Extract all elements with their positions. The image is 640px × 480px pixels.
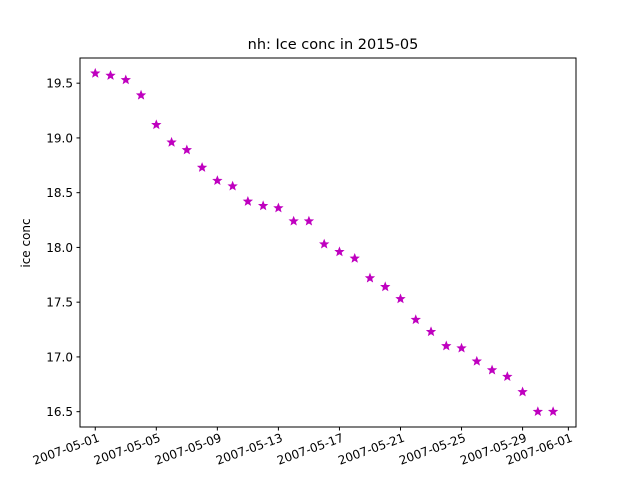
data-point — [288, 215, 299, 226]
data-point — [364, 272, 376, 283]
chart-title: nh: Ice conc in 2015-05 — [248, 37, 419, 53]
data-point — [135, 89, 147, 100]
y-tick-label: 19.5 — [46, 77, 73, 91]
x-tick-label: 2007-05-25 — [397, 431, 467, 468]
data-point — [181, 144, 192, 155]
data-point — [410, 314, 421, 325]
x-tick-label: 2007-05-17 — [275, 431, 345, 468]
data-point — [395, 293, 406, 304]
data-point — [257, 200, 269, 211]
data-point — [425, 326, 437, 337]
data-point — [486, 364, 498, 375]
data-point — [349, 252, 360, 263]
x-axis-ticks: 2007-05-012007-05-052007-05-092007-05-13… — [31, 427, 574, 468]
x-tick-label: 2007-05-09 — [153, 431, 223, 468]
data-point — [242, 196, 254, 206]
x-tick-label: 2007-05-13 — [214, 431, 284, 468]
data-point — [273, 202, 284, 213]
data-point — [227, 180, 238, 191]
data-point — [120, 74, 131, 85]
y-axis-ticks: 16.5 17.0 17.5 18.0 18.5 19.0 19.5 — [46, 77, 80, 419]
y-tick-label: 16.5 — [46, 405, 73, 419]
data-point — [166, 136, 177, 147]
y-tick-label: 19.0 — [46, 131, 73, 145]
data-points — [90, 67, 559, 417]
data-point — [471, 355, 482, 366]
y-tick-label: 17.5 — [46, 296, 73, 310]
data-point — [441, 340, 452, 351]
x-tick-label: 2007-05-05 — [92, 431, 162, 468]
data-point — [380, 281, 391, 292]
data-point — [456, 342, 467, 353]
data-point — [517, 386, 528, 397]
data-point — [212, 175, 223, 186]
y-tick-label: 17.0 — [46, 350, 73, 364]
data-point — [151, 119, 162, 130]
plot-frame — [79, 57, 577, 428]
data-point — [547, 406, 559, 417]
data-point — [90, 67, 101, 78]
x-tick-label: 2007-05-01 — [31, 431, 101, 468]
y-tick-label: 18.5 — [46, 186, 73, 200]
data-point — [319, 238, 330, 249]
data-point — [532, 406, 543, 417]
data-point — [105, 70, 116, 80]
y-axis-label: ice conc — [19, 218, 33, 267]
data-point — [303, 215, 315, 226]
data-point — [334, 246, 345, 257]
y-tick-label: 18.0 — [46, 241, 73, 255]
x-tick-label: 2007-05-21 — [336, 431, 406, 468]
data-point — [502, 371, 513, 382]
data-point — [196, 162, 208, 172]
